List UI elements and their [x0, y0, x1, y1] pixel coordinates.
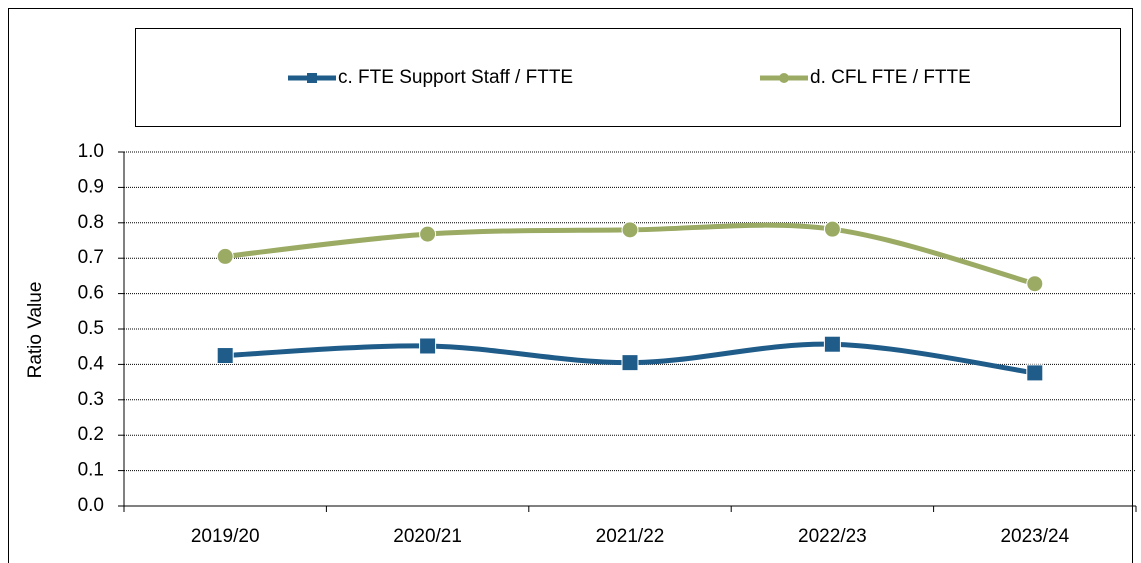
data-point	[1026, 364, 1044, 382]
data-point	[823, 335, 841, 353]
y-axis-label: Ratio Value	[25, 282, 46, 379]
data-point	[823, 220, 841, 238]
y-tick-label: 0.2	[78, 424, 104, 445]
data-point	[216, 347, 234, 365]
data-point	[621, 221, 639, 239]
legend-marker	[779, 73, 789, 83]
y-tick-label: 0.1	[78, 460, 104, 481]
data-point	[419, 225, 437, 243]
x-tick-label: 2019/20	[191, 526, 260, 547]
y-tick-label: 1.0	[78, 141, 104, 162]
data-point	[419, 337, 437, 355]
x-tick-label: 2020/21	[393, 526, 462, 547]
legend-marker	[307, 73, 317, 83]
y-tick-label: 0.4	[78, 353, 105, 374]
data-point	[621, 354, 639, 372]
chart-frame	[8, 8, 1133, 563]
x-tick-label: 2023/24	[1000, 526, 1069, 547]
y-tick-label: 0.6	[78, 283, 104, 304]
x-tick-label: 2022/23	[798, 526, 867, 547]
y-tick-label: 0.3	[78, 389, 104, 410]
x-tick-label: 2021/22	[596, 526, 665, 547]
legend-label: c. FTE Support Staff / FTTE	[338, 67, 573, 88]
data-point	[1026, 275, 1044, 293]
data-point	[216, 247, 234, 265]
y-tick-label: 0.8	[78, 212, 104, 233]
legend-box	[135, 28, 1121, 127]
legend-label: d. CFL FTE / FTTE	[810, 67, 971, 88]
y-tick-label: 0.9	[78, 176, 104, 197]
y-tick-label: 0.7	[78, 247, 104, 268]
y-tick-label: 0.0	[78, 495, 104, 516]
y-tick-label: 0.5	[78, 318, 104, 339]
